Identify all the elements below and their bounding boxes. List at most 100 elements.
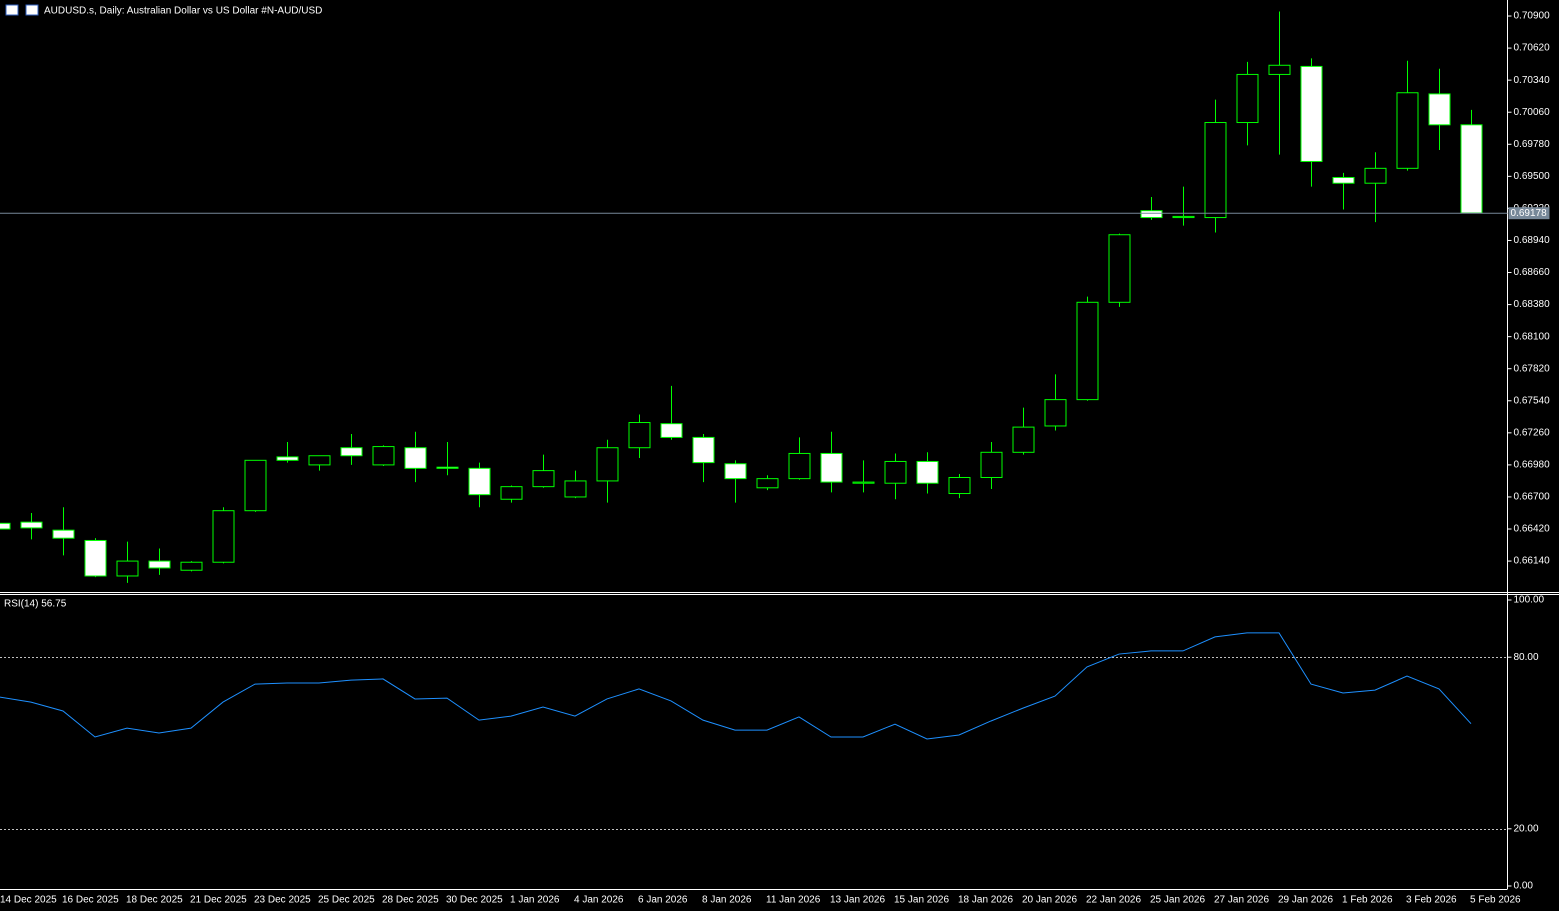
- candle-body: [1268, 64, 1291, 75]
- x-tick-label: 29 Jan 2026: [1278, 895, 1333, 906]
- candle-body: [340, 447, 363, 457]
- y-tick-label: 0.70900: [1514, 11, 1551, 22]
- candle-body: [1172, 215, 1195, 219]
- y-tick-label: 0.68940: [1514, 235, 1551, 246]
- title-icons: [5, 4, 39, 16]
- x-tick-label: 20 Jan 2026: [1022, 895, 1077, 906]
- candle-body: [116, 560, 139, 577]
- candle-body: [820, 452, 843, 483]
- x-tick-label: 3 Feb 2026: [1406, 895, 1457, 906]
- x-tick-label: 21 Dec 2025: [190, 895, 247, 906]
- x-tick-label: 1 Jan 2026: [510, 895, 560, 906]
- y-tick-label: 0.66420: [1514, 524, 1551, 535]
- x-tick-label: 25 Dec 2025: [318, 895, 375, 906]
- x-tick-label: 5 Feb 2026: [1470, 895, 1521, 906]
- candle-body: [1076, 301, 1099, 401]
- y-tick-label: 0.00: [1514, 881, 1534, 892]
- candle-body: [916, 460, 939, 484]
- candle-body: [564, 480, 587, 498]
- x-tick-label: 13 Jan 2026: [830, 895, 885, 906]
- y-tick-label: 0.67820: [1514, 363, 1551, 374]
- candle-body: [660, 423, 683, 438]
- x-tick-label: 11 Jan 2026: [766, 895, 821, 906]
- x-tick-label: 16 Dec 2025: [62, 895, 119, 906]
- candle-body: [948, 476, 971, 495]
- candle-body: [212, 510, 235, 563]
- candle-body: [308, 455, 331, 466]
- y-tick-label: 0.69780: [1514, 139, 1551, 150]
- x-tick-label: 22 Jan 2026: [1086, 895, 1141, 906]
- candle-body: [532, 470, 555, 488]
- candle-body: [372, 446, 395, 466]
- candle-body: [1044, 399, 1067, 427]
- y-tick-label: 0.68660: [1514, 267, 1551, 278]
- candle-body: [148, 560, 171, 569]
- candle-body: [1108, 234, 1131, 303]
- candle-body: [20, 521, 43, 529]
- candle-body: [596, 447, 619, 482]
- x-tick-label: 14 Dec 2025: [0, 895, 57, 906]
- current-price-label: 0.69178: [1511, 208, 1548, 219]
- candle-body: [756, 478, 779, 489]
- x-tick-label: 27 Jan 2026: [1214, 895, 1269, 906]
- candle-body: [852, 481, 875, 484]
- x-tick-label: 18 Dec 2025: [126, 895, 183, 906]
- y-tick-label: 0.66700: [1514, 492, 1551, 503]
- candle-body: [1012, 426, 1035, 453]
- candle-body: [1428, 93, 1451, 126]
- y-tick-label: 100.00: [1514, 595, 1545, 606]
- candle-body: [884, 460, 907, 484]
- current-price-box: [1508, 207, 1550, 220]
- y-tick-label: 0.68380: [1514, 299, 1551, 310]
- candle-body: [244, 459, 267, 512]
- x-tick-label: 8 Jan 2026: [702, 895, 752, 906]
- x-tick-label: 1 Feb 2026: [1342, 895, 1393, 906]
- x-tick-label: 6 Jan 2026: [638, 895, 688, 906]
- y-tick-label: 0.66980: [1514, 460, 1551, 471]
- y-tick-label: 0.67540: [1514, 395, 1551, 406]
- x-tick-label: 25 Jan 2026: [1150, 895, 1205, 906]
- rsi-line: [0, 632, 1472, 740]
- rsi-title: RSI(14) 56.75: [4, 599, 67, 610]
- y-tick-label: 80.00: [1514, 652, 1539, 663]
- candle-body: [84, 539, 107, 577]
- y-tick-label: 0.70060: [1514, 107, 1551, 118]
- candle-body: [500, 486, 523, 500]
- candle-body: [1236, 73, 1259, 124]
- candle-body: [1140, 210, 1163, 219]
- y-tick-label: 0.68100: [1514, 331, 1551, 342]
- candle-body: [692, 436, 715, 464]
- candle-body: [52, 529, 75, 539]
- x-tick-label: 23 Dec 2025: [254, 895, 311, 906]
- x-tick-label: 15 Jan 2026: [894, 895, 949, 906]
- y-tick-label: 20.00: [1514, 823, 1539, 834]
- candle-body: [628, 422, 651, 449]
- icon: [5, 4, 19, 16]
- y-tick-label: 0.66140: [1514, 556, 1551, 567]
- y-tick-label: 0.70620: [1514, 43, 1551, 54]
- candle-body: [468, 467, 491, 496]
- candle-body: [788, 452, 811, 480]
- candle-body: [0, 522, 11, 530]
- y-tick-label: 0.67260: [1514, 427, 1551, 438]
- candle-body: [404, 447, 427, 469]
- candle-body: [1396, 92, 1419, 169]
- candle-body: [436, 466, 459, 469]
- candle-body: [1460, 124, 1483, 214]
- candle-body: [1364, 167, 1387, 184]
- candle-body: [980, 451, 1003, 478]
- x-tick-label: 30 Dec 2025: [446, 895, 503, 906]
- candle-body: [1332, 176, 1355, 184]
- candle-body: [1204, 122, 1227, 219]
- candle-body: [276, 456, 299, 461]
- candle-body: [724, 463, 747, 480]
- y-tick-label: 0.69500: [1514, 171, 1551, 182]
- candle-body: [1300, 65, 1323, 162]
- x-tick-label: 4 Jan 2026: [574, 895, 624, 906]
- x-tick-label: 18 Jan 2026: [958, 895, 1013, 906]
- candle-body: [180, 561, 203, 571]
- y-tick-label: 0.70340: [1514, 75, 1551, 86]
